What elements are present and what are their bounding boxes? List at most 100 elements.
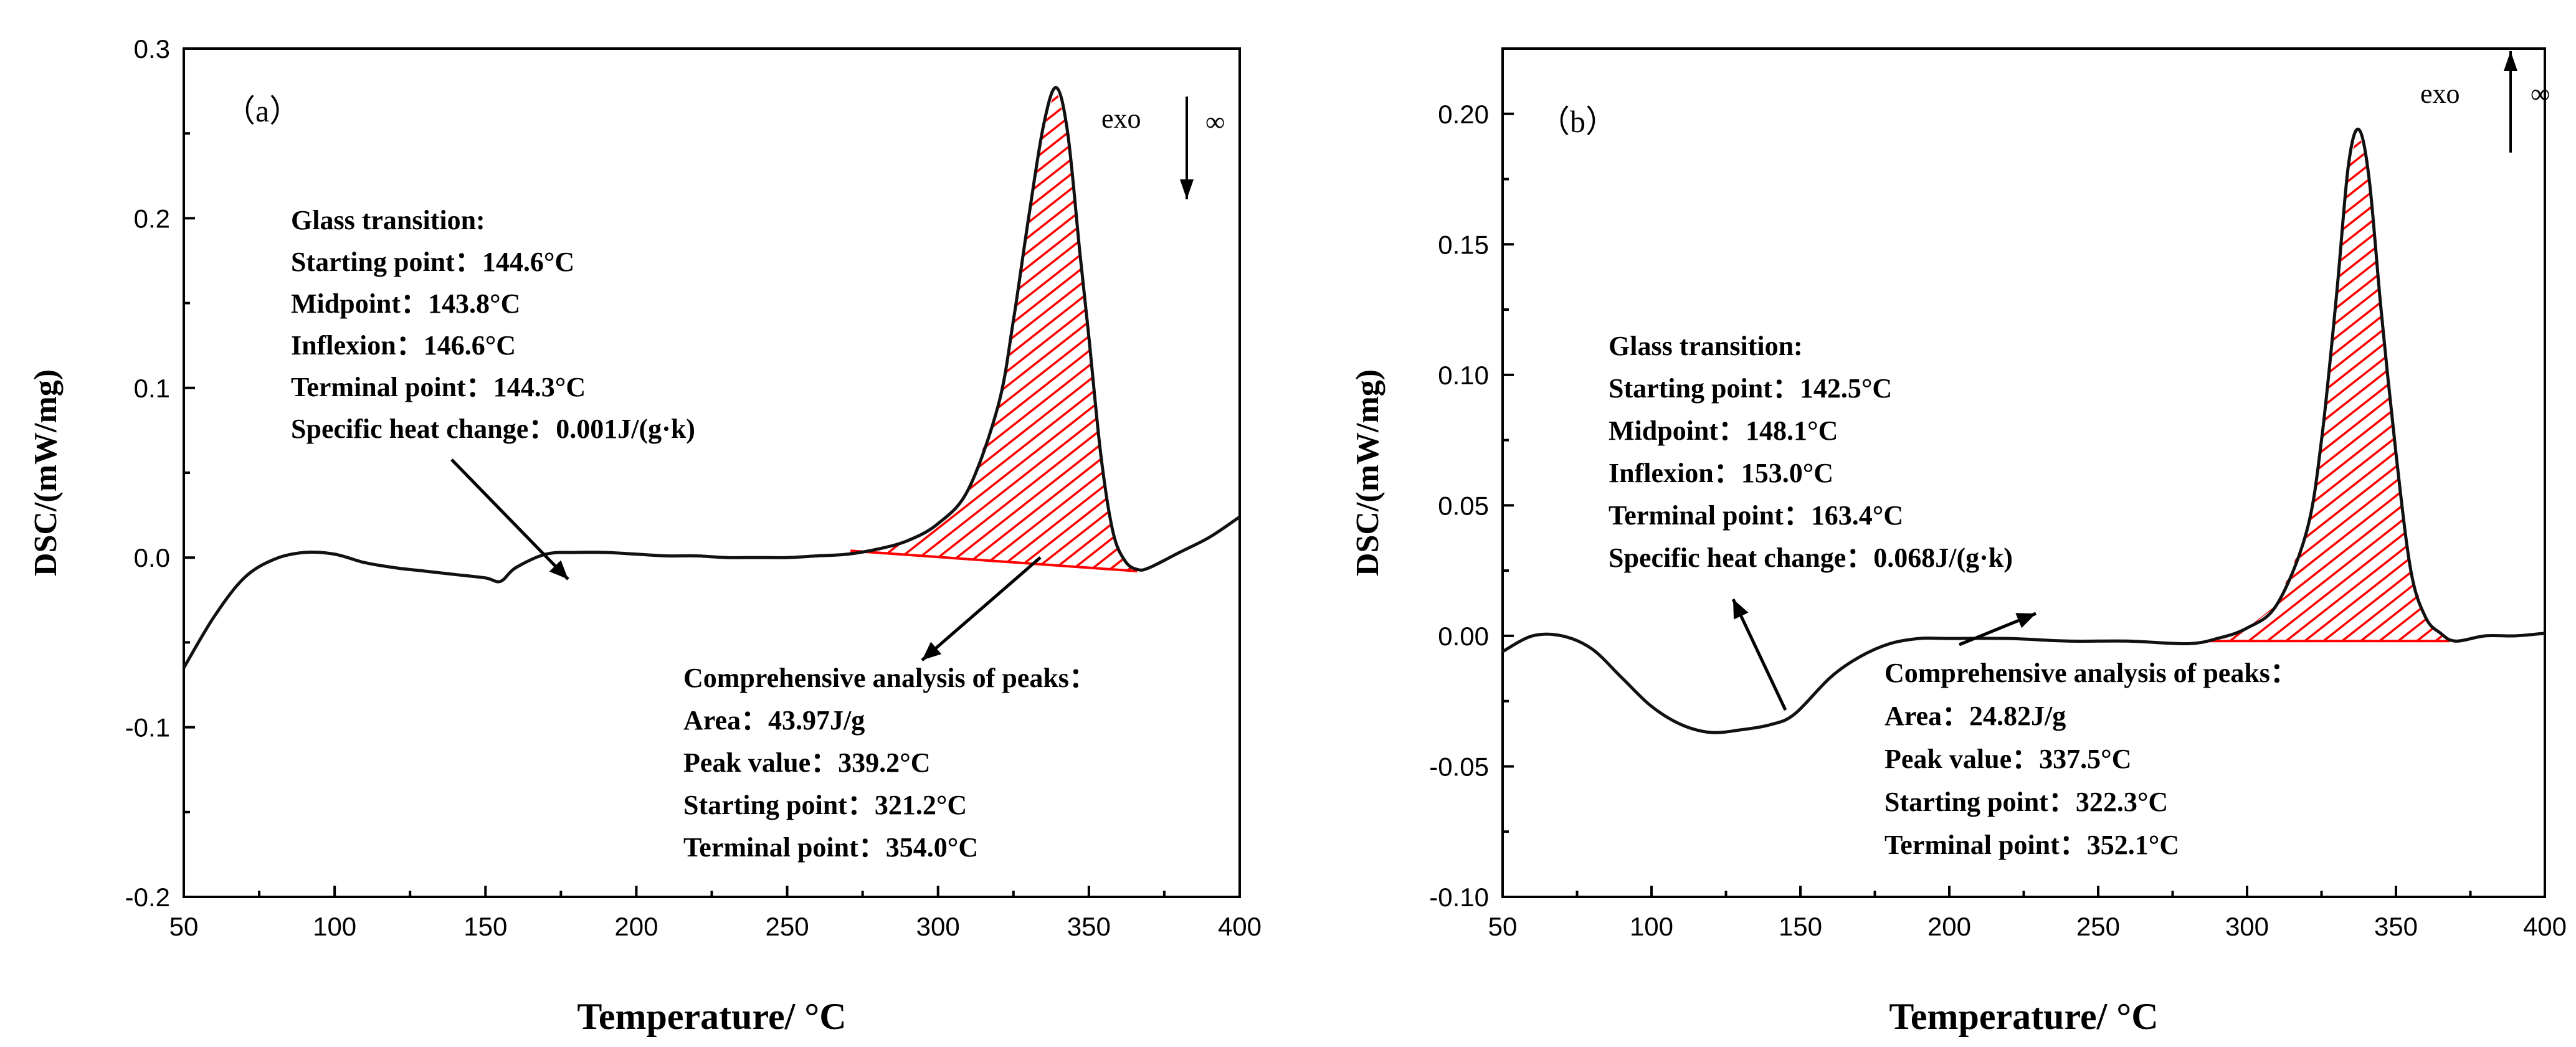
- hatch-line: [2520, 80, 2576, 765]
- hatch-line: [1386, 0, 2258, 675]
- dsc-curve: [182, 86, 1241, 669]
- hatch-line: [2501, 80, 2576, 765]
- hatch-line: [2208, 131, 2450, 642]
- x-tick-label: 50: [169, 912, 199, 941]
- x-tick-label: 250: [2076, 912, 2120, 941]
- exo-arrow-head: [2504, 51, 2517, 71]
- hatch-line: [850, 92, 1138, 571]
- hatch-line: [1442, 0, 2314, 675]
- x-axis-title: Temperature/ °C: [1889, 996, 2158, 1037]
- glass-transition-line: Midpoint：143.8°C: [291, 288, 520, 319]
- hatch-line: [1423, 0, 2296, 675]
- peak-arrow-head: [2015, 613, 2036, 628]
- y-tick-label: 0.15: [1438, 230, 1489, 259]
- hatch-line: [1835, 0, 2576, 675]
- hatch-line: [1405, 0, 2277, 675]
- x-tick-label: 200: [614, 912, 658, 941]
- hatch-line: [850, 92, 1138, 571]
- hatch-line: [1367, 0, 2240, 675]
- hatch-line: [2425, 131, 2450, 642]
- x-tick-label: 200: [1927, 912, 1971, 941]
- hatch-line: [2313, 131, 2450, 642]
- hatch-line: [1068, 92, 1138, 571]
- x-tick-label: 50: [1488, 912, 1518, 941]
- x-tick-label: 150: [1779, 912, 1822, 941]
- hatch-line: [850, 92, 1138, 571]
- hatch-line: [1461, 0, 2333, 675]
- x-tick-label: 350: [2374, 912, 2418, 941]
- hatch-line: [1124, 92, 1138, 571]
- glass-transition-line: Inflexion：153.0°C: [1609, 458, 1833, 488]
- glass-transition-line: Glass transition:: [291, 205, 485, 235]
- hatch-line: [2483, 80, 2576, 765]
- hatch-line: [850, 92, 1138, 571]
- glass-transition-line: Specific heat change：0.001J/(g·k): [291, 414, 695, 444]
- hatch-line: [850, 92, 1138, 571]
- peak-annotation-line: Peak value：339.2°C: [683, 747, 930, 778]
- exo-infinity-mark: ∞: [1205, 107, 1225, 137]
- x-tick-label: 100: [313, 912, 356, 941]
- hatch-line: [2464, 80, 2576, 765]
- y-tick-label: 0.20: [1438, 100, 1489, 129]
- hatch-line: [900, 92, 1138, 571]
- x-tick-label: 300: [2225, 912, 2269, 941]
- glass-transition-arrow: [450, 458, 569, 580]
- glass-transition-arrow-head: [1733, 599, 1749, 620]
- hatch-line: [850, 92, 1138, 571]
- glass-transition-annotation: Glass transition: Starting point：142.5°C M…: [1609, 331, 2013, 573]
- hatch-line: [850, 92, 1138, 571]
- glass-transition-line: Inflexion：146.6°C: [291, 330, 516, 361]
- panel-label: （b）: [1539, 104, 1617, 139]
- glass-transition-line: Midpoint：148.1°C: [1609, 415, 1838, 446]
- hatch-line: [937, 92, 1138, 571]
- hatch-line: [1162, 0, 2034, 675]
- peak-annotation-line: Comprehensive analysis of peaks：: [683, 663, 1096, 693]
- integration-baseline: [850, 549, 1138, 572]
- hatch-line: [2257, 131, 2450, 642]
- hatch-line: [850, 92, 1138, 571]
- hatch-line: [1086, 92, 1138, 571]
- glass-transition-line: Starting point：142.5°C: [1609, 373, 1892, 404]
- hatch-line: [1105, 92, 1138, 571]
- peak-annotation-line: Comprehensive analysis of peaks：: [1884, 658, 2298, 688]
- hatch-line: [1143, 0, 2015, 675]
- hatch-line: [850, 92, 1138, 571]
- glass-transition-annotation: Glass transition: Starting point：144.6°C M…: [291, 205, 695, 444]
- hatch-line: [881, 92, 1138, 571]
- hatch-line: [850, 92, 1138, 571]
- x-axis-title: Temperature/ °C: [577, 996, 846, 1037]
- x-tick-label: 100: [1630, 912, 1673, 941]
- hatch-line: [850, 92, 1138, 571]
- y-axis-title: DSC/(mW/mg): [28, 369, 64, 576]
- hatch-line: [2444, 131, 2450, 642]
- hatch-line: [850, 92, 1138, 571]
- hatch-line: [850, 92, 1138, 571]
- hatch-line: [1816, 0, 2576, 675]
- x-tick-label: 150: [463, 912, 507, 941]
- y-axis-title: DSC/(mW/mg): [1350, 369, 1385, 576]
- hatch-line: [2276, 131, 2450, 642]
- hatch-line: [850, 92, 1138, 571]
- hatch-line: [974, 92, 1138, 571]
- hatch-line: [2208, 131, 2450, 642]
- glass-transition-line: Starting point：144.6°C: [291, 247, 574, 277]
- x-tick-label: 300: [916, 912, 960, 941]
- exo-label: exo: [1101, 103, 1141, 134]
- glass-transition-arrow: [1731, 598, 1787, 711]
- peak-annotation-line: Peak value：337.5°C: [1884, 744, 2131, 774]
- panel-label: （a）: [224, 93, 300, 128]
- y-tick-label: 0.1: [134, 374, 170, 403]
- hatch-line: [2208, 131, 2450, 642]
- y-tick-label: -0.10: [1429, 883, 1489, 912]
- exo-arrow-head: [1180, 179, 1194, 199]
- hatch-line: [850, 92, 1138, 571]
- peak-annotation-line: Terminal point：354.0°C: [683, 832, 978, 863]
- glass-transition-line: Terminal point：163.4°C: [1609, 500, 1903, 531]
- hatch-line: [850, 92, 1138, 571]
- peak-annotation-line: Starting point：321.2°C: [683, 790, 967, 820]
- hatch-line: [862, 92, 1138, 571]
- glass-transition-line: Specific heat change：0.068J/(g·k): [1609, 542, 2013, 573]
- hatch-line: [2388, 131, 2450, 642]
